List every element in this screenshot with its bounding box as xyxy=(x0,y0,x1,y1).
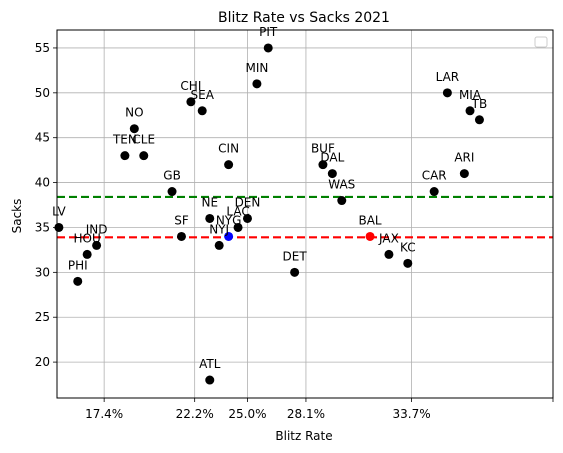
data-point-bal xyxy=(365,231,375,241)
x-tick-label: 17.4% xyxy=(85,407,123,421)
point-label-jax: JAX xyxy=(378,231,399,245)
x-axis-label: Blitz Rate xyxy=(275,429,332,443)
point-label-chi: CHI xyxy=(180,79,201,93)
data-point-pit xyxy=(263,43,273,53)
data-point-cin xyxy=(224,160,234,170)
point-label-tb: TB xyxy=(471,97,488,111)
data-point-kc xyxy=(403,258,413,268)
y-axis-label: Sacks xyxy=(10,199,24,234)
point-label-det: DET xyxy=(283,249,308,263)
x-tick-label: 28.1% xyxy=(287,407,325,421)
y-tick-label: 35 xyxy=(35,220,50,234)
point-label-nyj: NYJ xyxy=(209,222,229,236)
legend-box xyxy=(534,36,548,48)
point-label-lac: LAC xyxy=(226,204,249,218)
y-tick-label: 30 xyxy=(35,265,50,279)
data-point-jax xyxy=(384,249,394,259)
data-point-was xyxy=(337,196,347,206)
point-label-dal: DAL xyxy=(320,151,344,165)
point-label-sf: SF xyxy=(174,213,189,227)
point-label-lv: LV xyxy=(52,204,66,218)
data-point-nyg xyxy=(224,231,234,241)
point-label-mia: MIA xyxy=(459,88,482,102)
data-point-car xyxy=(429,187,439,197)
grid-lines xyxy=(57,30,553,398)
data-point-nyj xyxy=(214,240,224,250)
data-point-mia xyxy=(465,106,475,116)
point-label-buf: BUF xyxy=(311,142,335,156)
data-point-lac xyxy=(233,222,243,232)
point-label-sea: SEA xyxy=(191,88,215,102)
data-point-cle xyxy=(139,151,149,161)
y-axis-ticks: 20 25 30 35 40 45 50 55 xyxy=(35,41,57,369)
data-point-sea xyxy=(197,106,207,116)
data-point-dal xyxy=(327,169,337,179)
data-point-atl xyxy=(205,375,215,385)
data-point-phi xyxy=(73,276,83,286)
chart-title: Blitz Rate vs Sacks 2021 xyxy=(218,10,390,26)
y-tick-label: 45 xyxy=(35,131,50,145)
data-points xyxy=(54,43,484,385)
point-label-was: WAS xyxy=(328,178,355,192)
x-axis-ticks: 17.4% 22.2% 25.0% 28.1% 33.7% xyxy=(85,398,554,421)
y-tick-label: 20 xyxy=(35,355,50,369)
x-tick-label: 25.0% xyxy=(228,407,266,421)
point-label-den: DEN xyxy=(235,195,261,209)
point-label-atl: ATL xyxy=(199,357,221,371)
x-tick-label: 22.2% xyxy=(176,407,214,421)
point-label-phi: PHI xyxy=(68,258,88,272)
data-point-hou xyxy=(82,249,92,259)
point-label-car: CAR xyxy=(422,169,447,183)
point-label-kc: KC xyxy=(400,240,416,254)
y-tick-label: 55 xyxy=(35,41,50,55)
point-label-ten: TEN xyxy=(112,133,137,147)
data-point-min xyxy=(252,79,262,89)
y-tick-label: 50 xyxy=(35,86,50,100)
point-label-ind: IND xyxy=(86,222,108,236)
point-label-pit: PIT xyxy=(259,25,278,39)
point-label-cin: CIN xyxy=(218,142,239,156)
point-label-cle: CLE xyxy=(132,133,155,147)
data-point-buf xyxy=(318,160,328,170)
x-tick-label: 33.7% xyxy=(392,407,430,421)
data-point-no xyxy=(129,124,139,134)
point-label-gb: GB xyxy=(163,169,181,183)
y-tick-label: 25 xyxy=(35,310,50,324)
data-point-ne xyxy=(205,213,215,223)
data-point-den xyxy=(242,213,252,223)
data-point-chi xyxy=(186,97,196,107)
reference-lines xyxy=(57,195,553,239)
plot-frame xyxy=(56,29,554,399)
data-point-ind xyxy=(92,240,102,250)
data-point-det xyxy=(290,267,300,277)
point-label-ari: ARI xyxy=(454,151,474,165)
point-label-lar: LAR xyxy=(436,70,460,84)
data-point-tb xyxy=(474,115,484,125)
point-label-ne: NE xyxy=(201,195,218,209)
point-label-min: MIN xyxy=(245,61,268,75)
point-label-hou: HOU xyxy=(74,231,101,245)
data-point-lar xyxy=(442,88,452,98)
y-tick-label: 40 xyxy=(35,176,50,190)
point-label-bal: BAL xyxy=(358,213,381,227)
point-label-no: NO xyxy=(125,106,143,120)
data-point-ten xyxy=(120,151,130,161)
point-label-nyg: NYG xyxy=(216,213,242,227)
data-point-sf xyxy=(176,231,186,241)
data-point-gb xyxy=(167,187,177,197)
data-point-ari xyxy=(459,169,469,179)
